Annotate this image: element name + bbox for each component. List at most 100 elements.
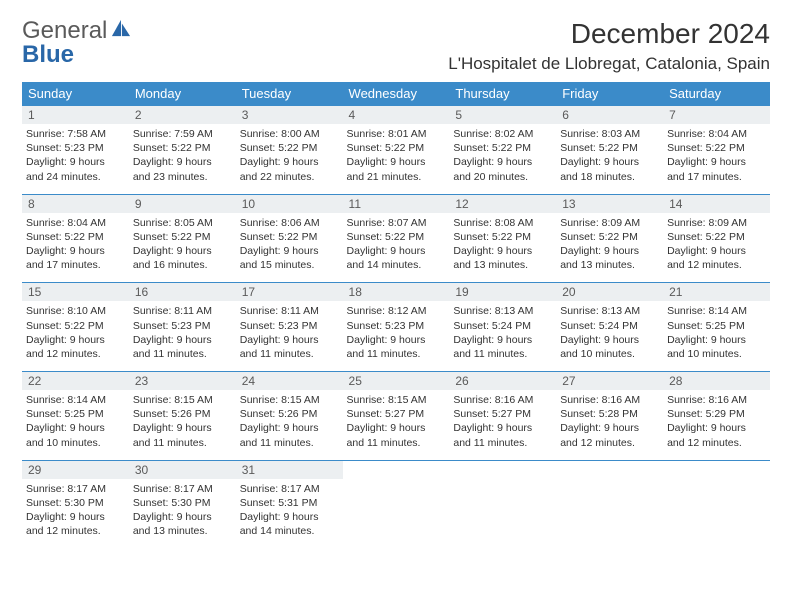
calendar-cell: 1Sunrise: 7:58 AMSunset: 5:23 PMDaylight… bbox=[22, 106, 129, 195]
day-details: Sunrise: 8:07 AMSunset: 5:22 PMDaylight:… bbox=[343, 213, 450, 283]
day-details: Sunrise: 8:09 AMSunset: 5:22 PMDaylight:… bbox=[556, 213, 663, 283]
calendar-cell: 20Sunrise: 8:13 AMSunset: 5:24 PMDayligh… bbox=[556, 283, 663, 372]
sunrise-text: Sunrise: 8:17 AM bbox=[133, 482, 232, 496]
calendar-cell: 5Sunrise: 8:02 AMSunset: 5:22 PMDaylight… bbox=[449, 106, 556, 195]
sunrise-text: Sunrise: 8:13 AM bbox=[560, 304, 659, 318]
calendar-cell: 6Sunrise: 8:03 AMSunset: 5:22 PMDaylight… bbox=[556, 106, 663, 195]
day-header: Wednesday bbox=[343, 82, 450, 106]
calendar-cell: 23Sunrise: 8:15 AMSunset: 5:26 PMDayligh… bbox=[129, 372, 236, 461]
sunrise-text: Sunrise: 8:17 AM bbox=[26, 482, 125, 496]
calendar-cell: 11Sunrise: 8:07 AMSunset: 5:22 PMDayligh… bbox=[343, 194, 450, 283]
sunset-text: Sunset: 5:23 PM bbox=[26, 141, 125, 155]
sunset-text: Sunset: 5:23 PM bbox=[347, 319, 446, 333]
calendar-cell: 2Sunrise: 7:59 AMSunset: 5:22 PMDaylight… bbox=[129, 106, 236, 195]
calendar-cell: .... bbox=[663, 460, 770, 548]
day-number: 26 bbox=[449, 372, 556, 390]
calendar-cell: 12Sunrise: 8:08 AMSunset: 5:22 PMDayligh… bbox=[449, 194, 556, 283]
sunrise-text: Sunrise: 8:11 AM bbox=[240, 304, 339, 318]
sunrise-text: Sunrise: 8:11 AM bbox=[133, 304, 232, 318]
daylight-text: Daylight: 9 hours and 12 minutes. bbox=[26, 510, 125, 538]
daylight-text: Daylight: 9 hours and 12 minutes. bbox=[667, 421, 766, 449]
day-details: Sunrise: 8:05 AMSunset: 5:22 PMDaylight:… bbox=[129, 213, 236, 283]
sunset-text: Sunset: 5:26 PM bbox=[240, 407, 339, 421]
day-details: Sunrise: 8:14 AMSunset: 5:25 PMDaylight:… bbox=[663, 301, 770, 371]
daylight-text: Daylight: 9 hours and 18 minutes. bbox=[560, 155, 659, 183]
logo: General Blue bbox=[22, 18, 132, 67]
daylight-text: Daylight: 9 hours and 11 minutes. bbox=[133, 421, 232, 449]
day-details: Sunrise: 8:17 AMSunset: 5:30 PMDaylight:… bbox=[22, 479, 129, 549]
calendar-cell: .... bbox=[556, 460, 663, 548]
sunrise-text: Sunrise: 8:17 AM bbox=[240, 482, 339, 496]
daylight-text: Daylight: 9 hours and 14 minutes. bbox=[240, 510, 339, 538]
sunset-text: Sunset: 5:23 PM bbox=[133, 319, 232, 333]
daylight-text: Daylight: 9 hours and 22 minutes. bbox=[240, 155, 339, 183]
sunrise-text: Sunrise: 8:07 AM bbox=[347, 216, 446, 230]
day-number: 6 bbox=[556, 106, 663, 124]
calendar-cell: 25Sunrise: 8:15 AMSunset: 5:27 PMDayligh… bbox=[343, 372, 450, 461]
sunrise-text: Sunrise: 8:01 AM bbox=[347, 127, 446, 141]
sunset-text: Sunset: 5:24 PM bbox=[453, 319, 552, 333]
daylight-text: Daylight: 9 hours and 14 minutes. bbox=[347, 244, 446, 272]
sunrise-text: Sunrise: 8:03 AM bbox=[560, 127, 659, 141]
day-details: Sunrise: 8:06 AMSunset: 5:22 PMDaylight:… bbox=[236, 213, 343, 283]
day-number: 19 bbox=[449, 283, 556, 301]
day-number: 29 bbox=[22, 461, 129, 479]
daylight-text: Daylight: 9 hours and 20 minutes. bbox=[453, 155, 552, 183]
day-details: Sunrise: 8:11 AMSunset: 5:23 PMDaylight:… bbox=[129, 301, 236, 371]
daylight-text: Daylight: 9 hours and 11 minutes. bbox=[347, 421, 446, 449]
sunset-text: Sunset: 5:27 PM bbox=[347, 407, 446, 421]
day-number: 8 bbox=[22, 195, 129, 213]
calendar-cell: 27Sunrise: 8:16 AMSunset: 5:28 PMDayligh… bbox=[556, 372, 663, 461]
day-number: 5 bbox=[449, 106, 556, 124]
calendar-cell: 29Sunrise: 8:17 AMSunset: 5:30 PMDayligh… bbox=[22, 460, 129, 548]
day-number: 13 bbox=[556, 195, 663, 213]
day-details: Sunrise: 8:16 AMSunset: 5:27 PMDaylight:… bbox=[449, 390, 556, 460]
day-details: Sunrise: 8:03 AMSunset: 5:22 PMDaylight:… bbox=[556, 124, 663, 194]
sunset-text: Sunset: 5:22 PM bbox=[26, 319, 125, 333]
sunrise-text: Sunrise: 8:00 AM bbox=[240, 127, 339, 141]
day-number: 12 bbox=[449, 195, 556, 213]
page-title: December 2024 bbox=[448, 18, 770, 50]
sunrise-text: Sunrise: 8:14 AM bbox=[26, 393, 125, 407]
day-details: Sunrise: 8:09 AMSunset: 5:22 PMDaylight:… bbox=[663, 213, 770, 283]
daylight-text: Daylight: 9 hours and 11 minutes. bbox=[240, 421, 339, 449]
calendar-cell: .... bbox=[449, 460, 556, 548]
sunrise-text: Sunrise: 8:13 AM bbox=[453, 304, 552, 318]
sail-icon bbox=[110, 18, 132, 38]
calendar-cell: 7Sunrise: 8:04 AMSunset: 5:22 PMDaylight… bbox=[663, 106, 770, 195]
daylight-text: Daylight: 9 hours and 11 minutes. bbox=[453, 333, 552, 361]
day-header: Tuesday bbox=[236, 82, 343, 106]
sunset-text: Sunset: 5:22 PM bbox=[347, 230, 446, 244]
sunset-text: Sunset: 5:25 PM bbox=[667, 319, 766, 333]
daylight-text: Daylight: 9 hours and 17 minutes. bbox=[26, 244, 125, 272]
sunset-text: Sunset: 5:29 PM bbox=[667, 407, 766, 421]
daylight-text: Daylight: 9 hours and 10 minutes. bbox=[560, 333, 659, 361]
day-header: Saturday bbox=[663, 82, 770, 106]
day-header: Thursday bbox=[449, 82, 556, 106]
calendar-cell: 28Sunrise: 8:16 AMSunset: 5:29 PMDayligh… bbox=[663, 372, 770, 461]
sunset-text: Sunset: 5:22 PM bbox=[453, 141, 552, 155]
sunset-text: Sunset: 5:22 PM bbox=[453, 230, 552, 244]
sunset-text: Sunset: 5:22 PM bbox=[133, 230, 232, 244]
day-number: 3 bbox=[236, 106, 343, 124]
calendar-cell: 30Sunrise: 8:17 AMSunset: 5:30 PMDayligh… bbox=[129, 460, 236, 548]
daylight-text: Daylight: 9 hours and 12 minutes. bbox=[26, 333, 125, 361]
daylight-text: Daylight: 9 hours and 11 minutes. bbox=[133, 333, 232, 361]
daylight-text: Daylight: 9 hours and 21 minutes. bbox=[347, 155, 446, 183]
daylight-text: Daylight: 9 hours and 13 minutes. bbox=[560, 244, 659, 272]
day-details: Sunrise: 8:15 AMSunset: 5:26 PMDaylight:… bbox=[236, 390, 343, 460]
sunset-text: Sunset: 5:22 PM bbox=[26, 230, 125, 244]
sunrise-text: Sunrise: 8:06 AM bbox=[240, 216, 339, 230]
daylight-text: Daylight: 9 hours and 16 minutes. bbox=[133, 244, 232, 272]
calendar-cell: 15Sunrise: 8:10 AMSunset: 5:22 PMDayligh… bbox=[22, 283, 129, 372]
day-details: Sunrise: 8:00 AMSunset: 5:22 PMDaylight:… bbox=[236, 124, 343, 194]
calendar-cell: 3Sunrise: 8:00 AMSunset: 5:22 PMDaylight… bbox=[236, 106, 343, 195]
daylight-text: Daylight: 9 hours and 11 minutes. bbox=[347, 333, 446, 361]
calendar-cell: 26Sunrise: 8:16 AMSunset: 5:27 PMDayligh… bbox=[449, 372, 556, 461]
day-number: 4 bbox=[343, 106, 450, 124]
day-details: Sunrise: 8:15 AMSunset: 5:27 PMDaylight:… bbox=[343, 390, 450, 460]
calendar-cell: 18Sunrise: 8:12 AMSunset: 5:23 PMDayligh… bbox=[343, 283, 450, 372]
day-number: 9 bbox=[129, 195, 236, 213]
calendar-cell: 14Sunrise: 8:09 AMSunset: 5:22 PMDayligh… bbox=[663, 194, 770, 283]
day-details: Sunrise: 8:16 AMSunset: 5:28 PMDaylight:… bbox=[556, 390, 663, 460]
